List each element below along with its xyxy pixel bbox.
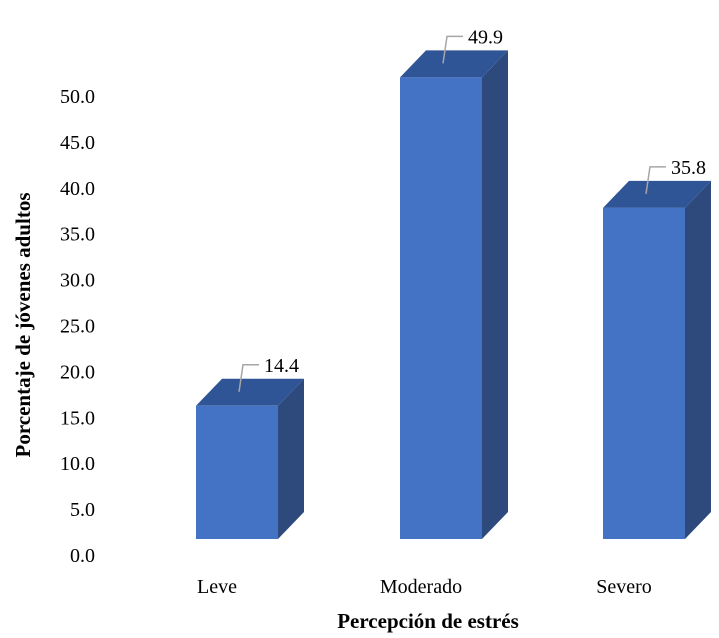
bar-side-face [685, 180, 711, 539]
bar-front-face [603, 207, 685, 539]
y-tick-label: 35.0 [60, 224, 95, 246]
y-tick-label: 10.0 [60, 453, 95, 475]
y-tick-label: 25.0 [60, 316, 95, 338]
bar: 35.8 [603, 157, 711, 539]
y-tick-label: 40.0 [60, 178, 95, 200]
y-tick-label: 5.0 [70, 499, 95, 521]
x-tick-label: Leve [197, 576, 237, 598]
bar: 14.4 [196, 355, 304, 539]
y-tick-label: 0.0 [70, 545, 95, 567]
data-label: 35.8 [671, 157, 706, 179]
data-label: 49.9 [468, 26, 503, 48]
y-tick-label: 15.0 [60, 407, 95, 429]
bar-top-face [400, 50, 508, 78]
y-axis-ticks: 0.0 5.0 10.0 15.0 20.0 25.0 30.0 35.0 40.0 45.0 50… [60, 86, 95, 567]
data-label-leader [442, 35, 463, 64]
data-label-leader [645, 166, 666, 194]
bar: 49.9 [400, 26, 508, 540]
x-tick-label: Severo [596, 576, 652, 598]
bar-side-face [482, 50, 508, 540]
bar-front-face [400, 77, 482, 540]
bars: 14.4 49.9 35.8 [196, 26, 711, 540]
y-tick-label: 30.0 [60, 270, 95, 292]
data-label: 14.4 [264, 355, 299, 377]
bar-top-face [196, 378, 304, 406]
data-label-leader [238, 364, 259, 392]
y-tick-label: 45.0 [60, 132, 95, 154]
x-axis-title: Percepción de estrés [337, 609, 519, 633]
bar-front-face [196, 405, 278, 539]
y-tick-label: 20.0 [60, 361, 95, 383]
x-tick-label: Moderado [380, 576, 462, 598]
bar-top-face [603, 180, 711, 208]
x-axis-ticks: Leve Moderado Severo [197, 576, 652, 598]
bar-side-face [278, 378, 304, 539]
y-tick-label: 50.0 [60, 86, 95, 108]
y-axis-title: Porcentaje de jóvenes adultos [11, 193, 35, 458]
